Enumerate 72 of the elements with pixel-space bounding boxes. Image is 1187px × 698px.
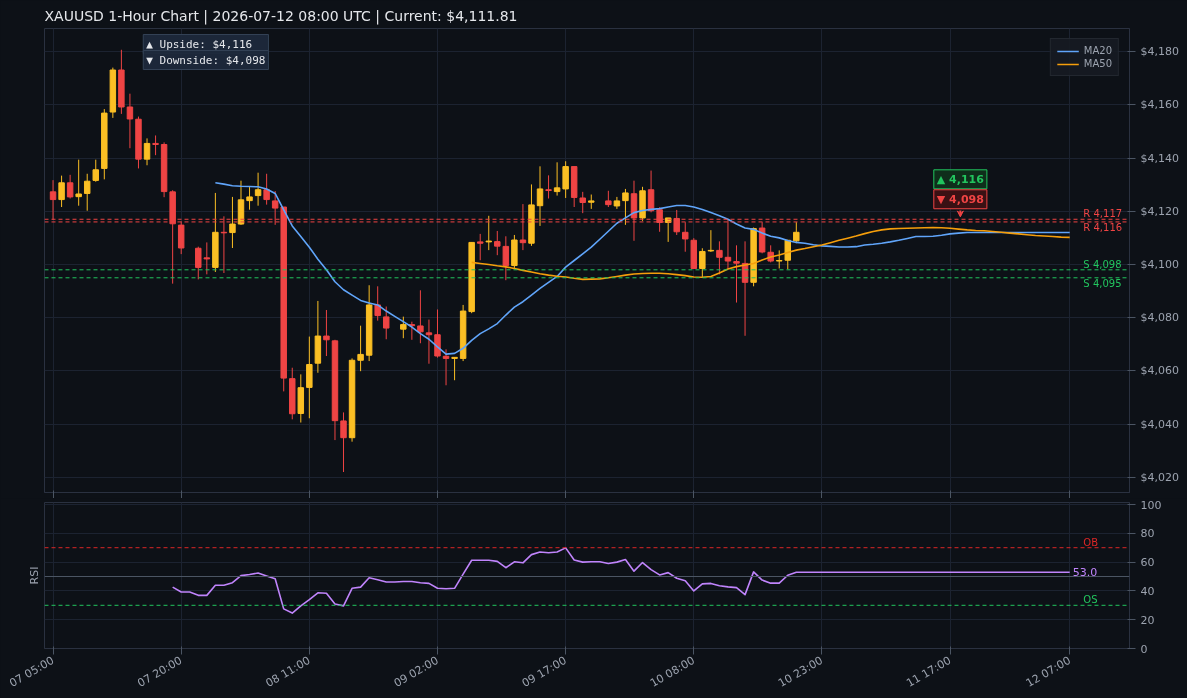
chart-title: XAUUSD 1-Hour Chart | 2026-07-12 08:00 UTC | Current: $4,111.81: [44, 7, 518, 25]
ref-line-label: S 4,098: [1083, 258, 1122, 270]
candlestick: [485, 215, 492, 251]
annotation: ▲ 4,116: [936, 172, 985, 186]
y-tick-label: 0: [1140, 642, 1148, 656]
candlestick: [699, 247, 706, 278]
candlestick: [323, 309, 330, 357]
candlestick: [58, 175, 65, 208]
candlestick: [793, 221, 800, 244]
candlestick: [340, 411, 347, 473]
candlestick: [254, 172, 262, 207]
y-axis-title: RSI: [27, 566, 41, 585]
y-tick-label: $4,020: [1140, 470, 1179, 484]
candlestick: [246, 186, 253, 211]
ref-line-label: OS: [1083, 594, 1098, 606]
candlestick: [707, 229, 715, 253]
candlestick: [417, 289, 424, 344]
candlestick: [374, 285, 381, 322]
candlestick: [400, 316, 407, 339]
candlestick: [716, 240, 723, 275]
candlestick: [502, 235, 510, 281]
y-tick-label: 60: [1140, 556, 1155, 570]
candlestick: [476, 233, 484, 261]
candlestick: [357, 325, 364, 372]
ref-line-label: S 4,095: [1083, 277, 1122, 289]
y-tick-label: $4,160: [1140, 98, 1179, 112]
candlestick: [494, 230, 501, 256]
annotation: ▼ 4,098: [936, 192, 984, 206]
y-tick-label: 100: [1140, 498, 1162, 512]
candlestick: [562, 160, 569, 199]
candlestick: [434, 308, 441, 359]
candlestick: [383, 306, 390, 340]
line-series: [470, 226, 1071, 281]
data-label: 53.0: [1072, 566, 1098, 580]
candlestick: [536, 165, 544, 227]
candlestick: [442, 348, 450, 386]
y-tick-label: $4,060: [1140, 364, 1179, 378]
ref-line-label: R 4,117: [1083, 208, 1123, 220]
ref-line-label: OB: [1083, 536, 1099, 548]
candlestick: [775, 249, 783, 269]
candlestick: [83, 173, 91, 212]
candlestick: [451, 356, 458, 381]
candlestick: [425, 319, 433, 365]
ref-line-label: R 4,116: [1083, 221, 1123, 233]
candlestick: [733, 244, 740, 304]
line-series: [171, 547, 1071, 614]
candlestick: [553, 161, 561, 197]
candlestick: [126, 93, 134, 149]
annotation: ▼ Downside: $4,098: [146, 53, 266, 67]
candlestick: [92, 159, 99, 183]
y-tick-label: 20: [1140, 613, 1155, 627]
candlestick: [152, 134, 159, 156]
annotation: ▲ Upside: $4,116: [146, 37, 253, 51]
y-tick-label: $4,040: [1140, 417, 1179, 431]
y-tick-label: $4,180: [1140, 45, 1179, 59]
y-tick-label: $4,100: [1140, 257, 1179, 271]
legend-label: MA50: [1083, 58, 1112, 69]
y-tick-label: $4,080: [1140, 311, 1179, 325]
candlestick: [66, 174, 74, 200]
y-tick-label: 40: [1140, 584, 1155, 598]
candlestick: [545, 174, 552, 200]
y-tick-label: 80: [1140, 527, 1155, 541]
y-tick-label: $4,140: [1140, 151, 1179, 165]
legend-label: MA20: [1083, 45, 1112, 56]
candlestick: [306, 336, 313, 419]
candlestick: [229, 196, 236, 249]
candlestick: [75, 159, 82, 207]
candlestick: [579, 191, 586, 214]
candlestick: [143, 137, 151, 166]
y-tick-label: $4,120: [1140, 204, 1179, 218]
candlestick: [263, 173, 270, 206]
candlestick: [622, 188, 629, 226]
